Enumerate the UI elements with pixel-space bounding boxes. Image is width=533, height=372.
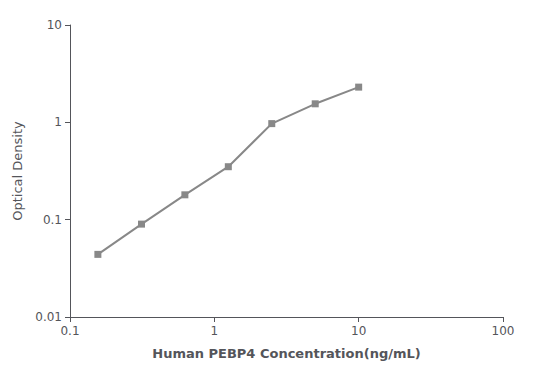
svg-text:10: 10 [47, 18, 62, 32]
svg-text:0.1: 0.1 [60, 324, 79, 338]
svg-text:100: 100 [492, 324, 515, 338]
svg-text:Optical Density: Optical Density [10, 121, 25, 221]
svg-text:10: 10 [351, 324, 366, 338]
svg-text:1: 1 [211, 324, 219, 338]
svg-text:0.1: 0.1 [43, 213, 62, 227]
svg-text:1: 1 [54, 115, 62, 129]
svg-text:Human PEBP4 Concentration(ng/m: Human PEBP4 Concentration(ng/mL) [152, 346, 420, 361]
svg-text:0.01: 0.01 [35, 310, 62, 324]
